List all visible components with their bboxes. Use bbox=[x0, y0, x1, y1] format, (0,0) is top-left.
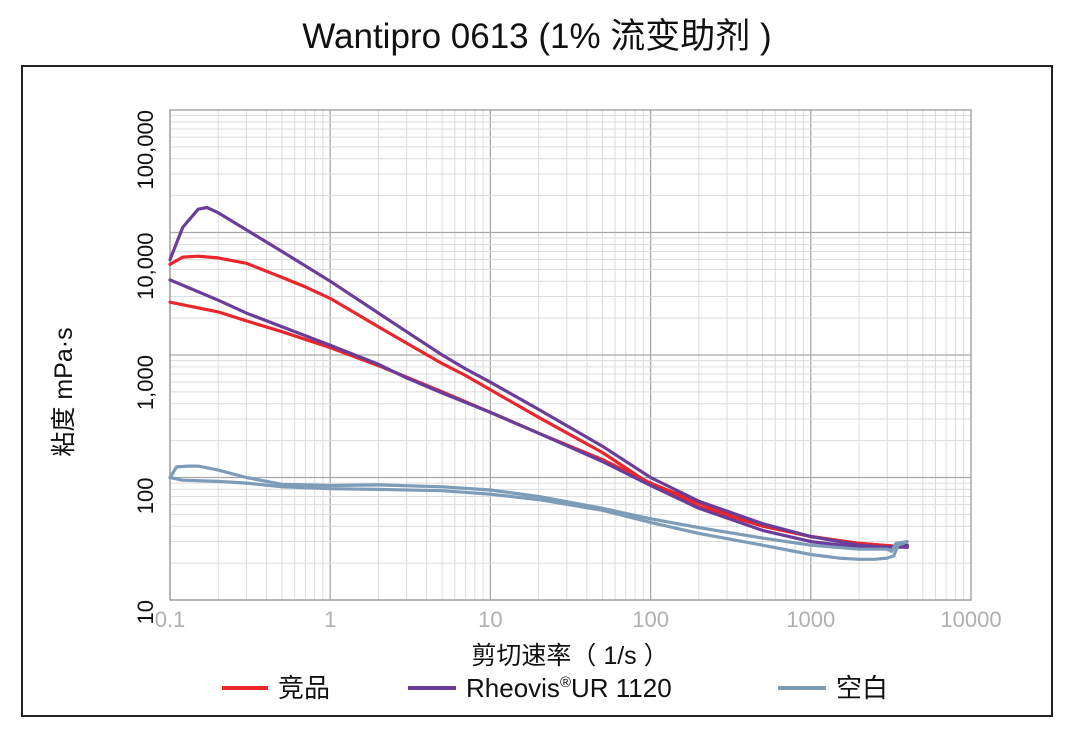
x-tick-label: 1000 bbox=[786, 607, 835, 632]
legend-label-rheovis-main: Rheovis bbox=[466, 673, 560, 703]
legend-label-rheovis: Rheovis®UR 1120 bbox=[466, 673, 672, 703]
grid bbox=[169, 110, 971, 601]
x-axis-title: 剪切速率（ 1/s ） bbox=[471, 642, 668, 670]
y-tick-label: 100,000 bbox=[133, 110, 158, 190]
y-tick-label: 10,000 bbox=[133, 233, 158, 300]
y-tick-label: 1,000 bbox=[133, 355, 158, 410]
y-axis-ticks: 10 100 1,000 10,000 100,000 bbox=[133, 110, 158, 624]
y-tick-label: 10 bbox=[133, 600, 158, 624]
x-tick-label: 1 bbox=[324, 607, 336, 632]
series-line-2-1 bbox=[168, 475, 909, 561]
plot-area bbox=[169, 109, 972, 601]
series-line-0-0 bbox=[168, 254, 909, 549]
x-axis-ticks: 0.1 1 10 100 1000 10000 bbox=[155, 607, 1002, 632]
legend-label-competitor: 竞品 bbox=[278, 673, 330, 703]
series-line-1-1 bbox=[168, 278, 909, 549]
series-line-2-0 bbox=[168, 464, 909, 553]
x-tick-label: 100 bbox=[632, 607, 669, 632]
x-tick-label: 0.1 bbox=[155, 607, 186, 632]
legend-label-rheovis-rest: UR 1120 bbox=[571, 673, 672, 703]
y-tick-label: 100 bbox=[133, 478, 158, 515]
legend-label-blank: 空白 bbox=[836, 673, 888, 703]
legend: 竞品 Rheovis®UR 1120 空白 bbox=[222, 673, 888, 703]
y-axis-title: 粘度 mPa·s bbox=[50, 327, 78, 456]
legend-label-rheovis-sup: ® bbox=[560, 674, 571, 691]
chart-title: Wantipro 0613 (1% 流变助剂 ) bbox=[302, 17, 771, 56]
chart-frame bbox=[21, 65, 1053, 717]
series-line-1-0 bbox=[168, 205, 909, 549]
x-tick-label: 10000 bbox=[940, 607, 1001, 632]
series-layer bbox=[168, 205, 909, 561]
x-tick-label: 10 bbox=[478, 607, 502, 632]
